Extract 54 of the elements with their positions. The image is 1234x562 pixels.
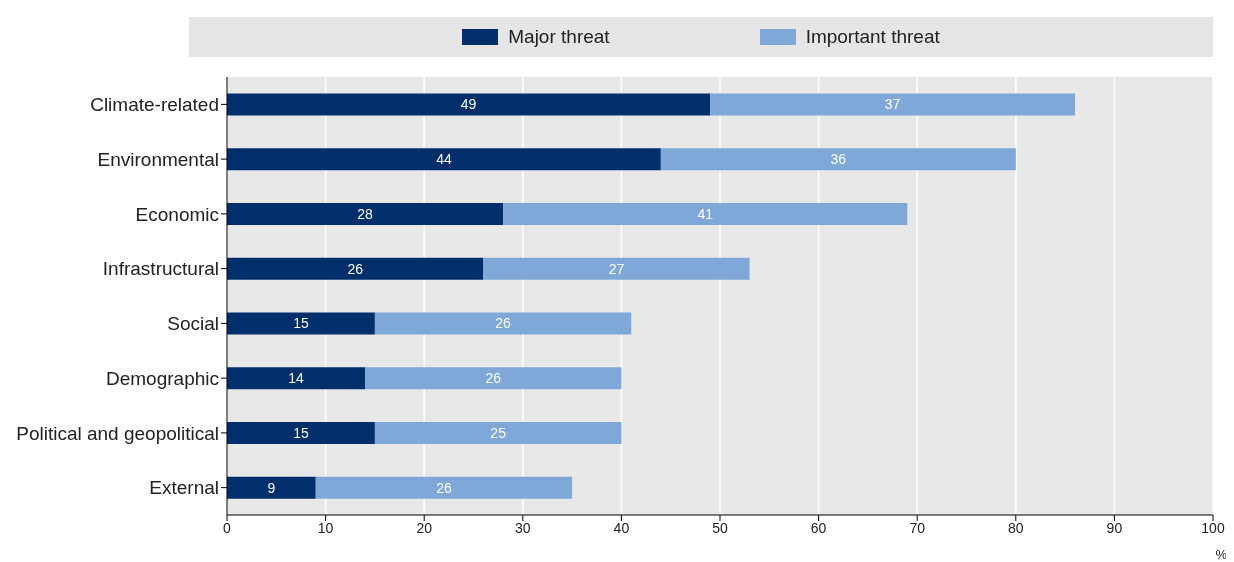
y-tick-label: Infrastructural [102, 258, 219, 280]
bar [374, 421, 622, 444]
bar [227, 93, 711, 116]
bar [227, 421, 375, 444]
data-label: 28 [357, 205, 374, 222]
bar [315, 476, 573, 499]
x-tick-label: 10 [317, 519, 334, 536]
bar [227, 202, 504, 225]
bar [503, 202, 908, 225]
x-axis-title: % [1215, 547, 1228, 562]
y-tick-label: Economic [135, 203, 219, 225]
data-label: 26 [436, 479, 452, 496]
data-label: 44 [436, 151, 452, 168]
x-tick-label: 20 [416, 519, 433, 536]
y-tick-label: Demographic [106, 367, 219, 389]
bar [710, 93, 1075, 116]
x-tick-label: 90 [1106, 519, 1123, 536]
x-tick-label: 80 [1008, 519, 1024, 536]
bar [227, 257, 484, 280]
data-label: 41 [697, 205, 714, 222]
legend-label: Important threat [805, 26, 940, 48]
y-tick-label: Climate-related [90, 94, 219, 116]
x-tick-label: 30 [515, 519, 531, 536]
bar [483, 257, 750, 280]
data-label: 9 [267, 479, 276, 496]
y-tick-label: External [149, 477, 219, 499]
bar [365, 367, 622, 390]
x-tick-label: 60 [810, 519, 827, 536]
data-label: 25 [490, 424, 507, 441]
data-label: 37 [884, 96, 901, 113]
data-label: 27 [608, 260, 625, 277]
x-tick-label: 40 [613, 519, 630, 536]
bar [374, 312, 632, 335]
x-tick-label: 70 [909, 519, 926, 536]
x-tick-label: 100 [1201, 519, 1225, 536]
y-tick-label: Political and geopolitical [16, 422, 219, 444]
data-label: 26 [485, 370, 502, 387]
data-label: 14 [288, 370, 305, 387]
data-label: 26 [495, 315, 512, 332]
bar [227, 367, 366, 390]
bar [227, 312, 375, 335]
data-label: 15 [293, 424, 309, 441]
legend-label: Major threat [508, 26, 610, 48]
data-label: 15 [293, 315, 309, 332]
bar [660, 148, 1016, 171]
y-tick-label: Social [167, 313, 219, 335]
data-label: 36 [830, 151, 847, 168]
y-tick-label: Environmental [97, 148, 219, 170]
data-label: 49 [460, 96, 477, 113]
bar [227, 476, 316, 499]
data-label: 26 [347, 260, 364, 277]
x-tick-label: 50 [712, 519, 728, 536]
bar [227, 148, 661, 171]
x-tick-label: 0 [223, 519, 232, 536]
